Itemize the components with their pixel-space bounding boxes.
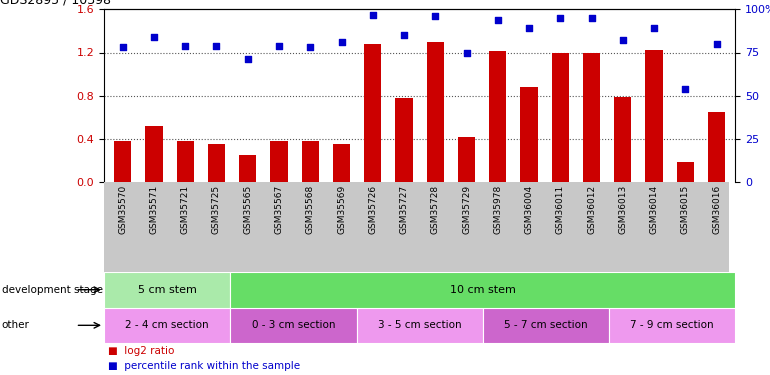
Bar xyxy=(239,155,256,182)
Text: 0 - 3 cm section: 0 - 3 cm section xyxy=(252,320,335,330)
Point xyxy=(210,43,223,49)
Bar xyxy=(521,87,537,182)
Text: GSM35568: GSM35568 xyxy=(306,184,315,234)
Text: GSM36012: GSM36012 xyxy=(587,184,596,234)
Text: 10 cm stem: 10 cm stem xyxy=(450,285,516,295)
Text: GSM35721: GSM35721 xyxy=(181,184,189,234)
Text: development stage: development stage xyxy=(2,285,102,295)
Bar xyxy=(176,141,194,182)
Bar xyxy=(114,141,132,182)
Text: ■  percentile rank within the sample: ■ percentile rank within the sample xyxy=(108,361,300,371)
Bar xyxy=(609,308,735,343)
Text: 3 - 5 cm section: 3 - 5 cm section xyxy=(378,320,461,330)
Bar xyxy=(208,144,225,182)
Text: GSM36016: GSM36016 xyxy=(712,184,721,234)
Text: 7 - 9 cm section: 7 - 9 cm section xyxy=(631,320,714,330)
Text: GSM35571: GSM35571 xyxy=(149,184,159,234)
Text: other: other xyxy=(2,320,29,330)
Text: GSM35725: GSM35725 xyxy=(212,184,221,234)
Point xyxy=(617,38,629,44)
Bar xyxy=(302,141,319,182)
Point xyxy=(648,26,660,32)
Point xyxy=(273,43,285,49)
Bar xyxy=(146,126,162,182)
Text: GSM35978: GSM35978 xyxy=(494,184,502,234)
Bar xyxy=(357,308,483,343)
Bar xyxy=(645,50,663,182)
Bar xyxy=(104,308,230,343)
Point xyxy=(711,41,723,47)
Text: GSM36015: GSM36015 xyxy=(681,184,690,234)
Text: GSM35569: GSM35569 xyxy=(337,184,346,234)
Text: GSM36011: GSM36011 xyxy=(556,184,565,234)
Text: GSM35726: GSM35726 xyxy=(368,184,377,234)
Text: 5 - 7 cm section: 5 - 7 cm section xyxy=(504,320,588,330)
Bar xyxy=(230,308,357,343)
Text: 5 cm stem: 5 cm stem xyxy=(138,285,196,295)
Point xyxy=(523,26,535,32)
Text: GSM36013: GSM36013 xyxy=(618,184,628,234)
Bar xyxy=(552,53,569,182)
Point xyxy=(398,32,410,38)
Text: GSM35565: GSM35565 xyxy=(243,184,253,234)
Bar xyxy=(230,272,735,308)
Bar xyxy=(427,42,444,182)
Bar xyxy=(489,51,507,182)
Text: GSM35728: GSM35728 xyxy=(430,184,440,234)
Bar xyxy=(270,141,287,182)
Bar xyxy=(396,98,413,182)
Bar xyxy=(458,136,475,182)
Text: ■  log2 ratio: ■ log2 ratio xyxy=(108,346,174,356)
Bar xyxy=(583,53,600,182)
Bar xyxy=(104,272,230,308)
Point xyxy=(491,17,504,23)
Text: GSM36004: GSM36004 xyxy=(524,184,534,234)
Text: GSM35570: GSM35570 xyxy=(119,184,127,234)
Point xyxy=(585,15,598,21)
Point xyxy=(554,15,567,21)
Point xyxy=(116,44,129,50)
Bar xyxy=(333,144,350,182)
Point xyxy=(242,56,254,62)
Text: GSM35729: GSM35729 xyxy=(462,184,471,234)
Bar xyxy=(483,308,609,343)
Point xyxy=(367,12,379,18)
Point xyxy=(179,43,192,49)
Point xyxy=(429,13,441,19)
Text: GSM35727: GSM35727 xyxy=(400,184,409,234)
Point xyxy=(679,86,691,92)
Text: 2 - 4 cm section: 2 - 4 cm section xyxy=(126,320,209,330)
Point xyxy=(304,44,316,50)
Point xyxy=(148,34,160,40)
Text: GSM35567: GSM35567 xyxy=(274,184,283,234)
Bar xyxy=(708,112,725,182)
Point xyxy=(460,50,473,55)
Bar xyxy=(364,44,381,182)
Text: GSM36014: GSM36014 xyxy=(650,184,658,234)
Point xyxy=(336,39,348,45)
Bar xyxy=(677,162,694,182)
Bar xyxy=(614,97,631,182)
Text: GDS2895 / 10398: GDS2895 / 10398 xyxy=(0,0,111,7)
